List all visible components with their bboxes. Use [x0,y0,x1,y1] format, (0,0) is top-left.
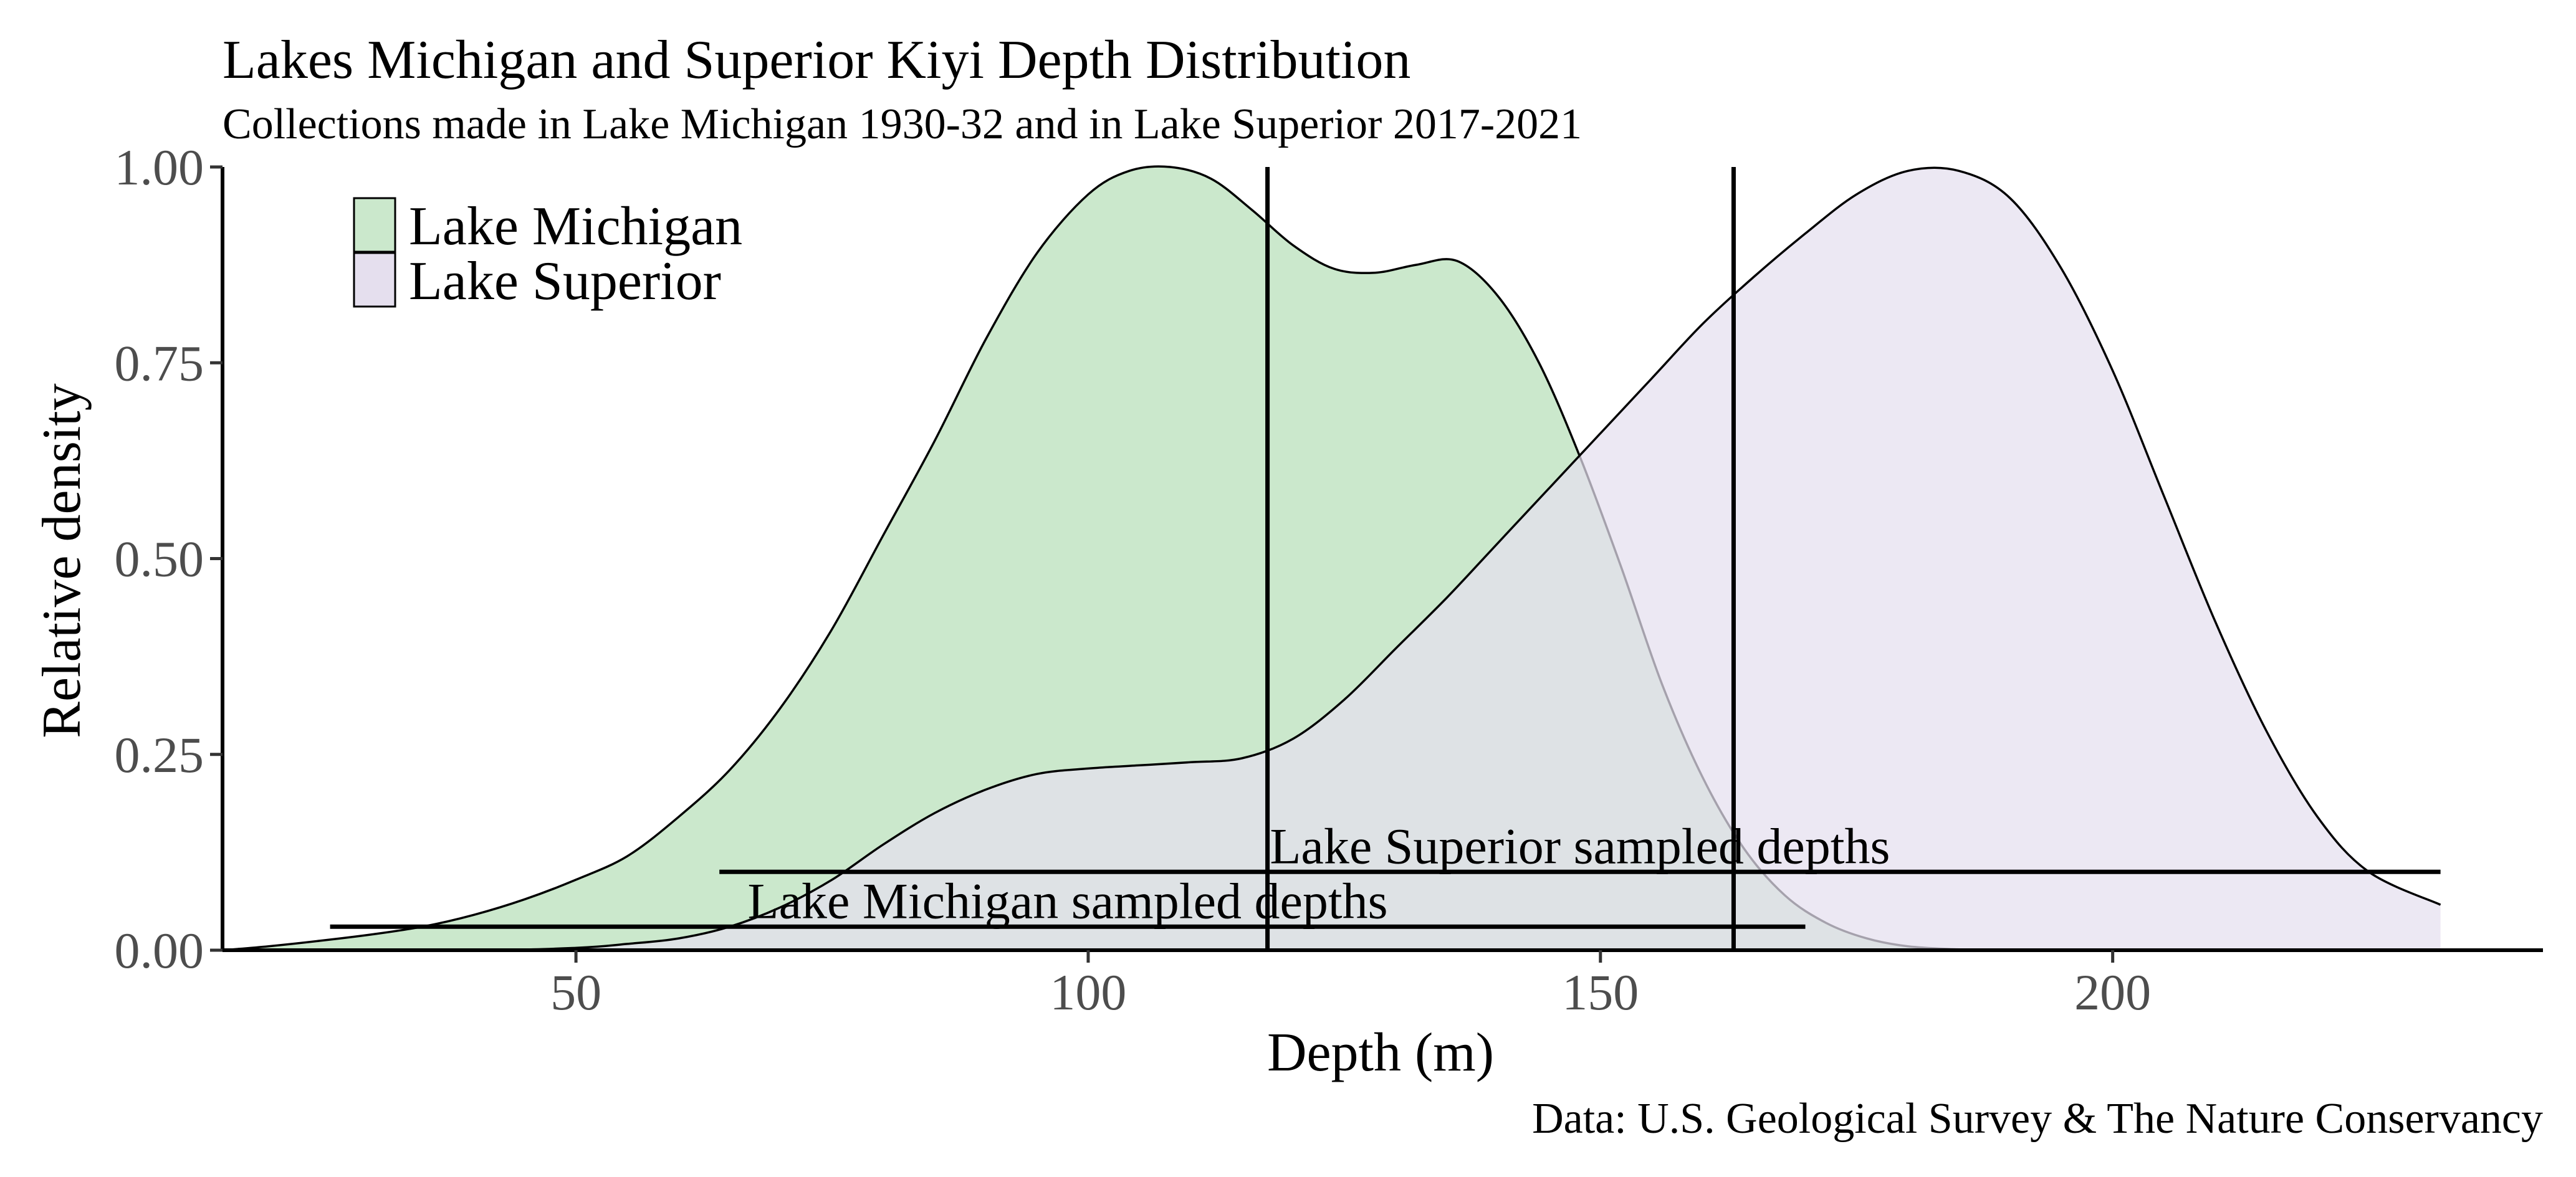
x-tick-label-50: 50 [550,964,601,1021]
density-outline-lake-superior [222,166,2441,952]
legend-key-lake-superior [353,252,396,308]
x-tick-label-150: 150 [1562,964,1639,1021]
legend-key-lake-michigan [353,197,396,253]
range-label-lake-superior-sampled-depths: Lake Superior sampled depths [1270,817,1890,874]
y-tick-label-1: 1.00 [115,139,204,196]
chart-caption: Data: U.S. Geological Survey & The Natur… [1532,1095,2543,1143]
range-label-lake-michigan-sampled-depths: Lake Michigan sampled depths [748,872,1388,929]
x-tick-label-100: 100 [1050,964,1126,1021]
chart-subtitle: Collections made in Lake Michigan 1930-3… [223,100,1582,148]
y-tick-label-0-75: 0.75 [115,335,204,391]
y-tick-label-0-5: 0.50 [115,531,204,588]
y-tick-label-0: 0.00 [115,922,204,979]
legend-label-lake-michigan: Lake Michigan [409,196,742,257]
axes: 50 100 150 200 0.00 0.25 0.50 0.75 1.00 [115,139,2543,1021]
x-axis-title: Depth (m) [1267,1022,1494,1083]
y-axis-title: Relative density [32,383,92,738]
x-tick-label-200: 200 [2074,964,2151,1021]
legend: Lake Michigan Lake Superior [353,196,742,312]
y-tick-label-0-25: 0.25 [115,727,204,783]
legend-label-lake-superior: Lake Superior [409,251,721,312]
chart-title: Lakes Michigan and Superior Kiyi Depth D… [223,30,1410,90]
density-area-lake-superior [223,168,2441,951]
